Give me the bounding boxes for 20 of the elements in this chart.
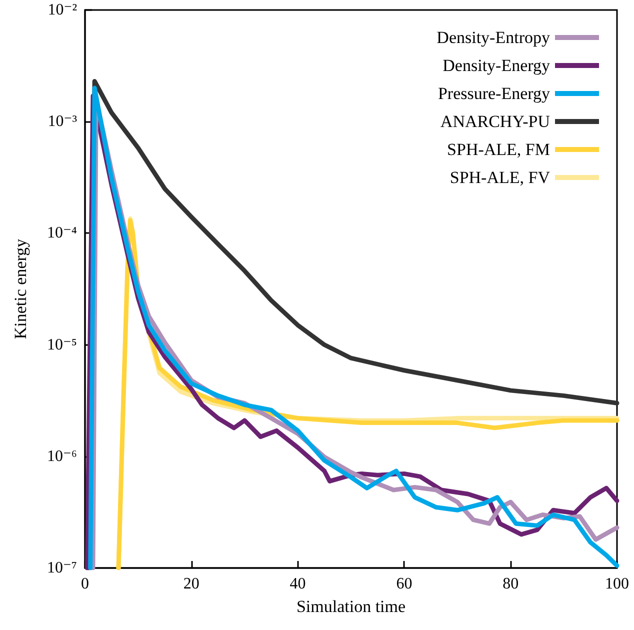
x-tick-label: 80 [502, 576, 519, 592]
legend-label: Pressure-Energy [438, 84, 550, 103]
x-tick-label: 100 [605, 576, 629, 592]
x-tick-label: 0 [81, 576, 89, 592]
legend-label: Density-Entropy [436, 28, 550, 47]
y-tick-label: 10⁻⁶ [46, 448, 77, 465]
x-tick-label: 20 [183, 576, 200, 592]
y-tick-label: 10⁻³ [48, 113, 78, 130]
legend-label: SPH-ALE, FV [450, 168, 551, 187]
y-tick-label: 10⁻⁷ [46, 560, 77, 576]
x-axis-title: Simulation time [296, 597, 406, 616]
legend-label: ANARCHY-PU [440, 112, 550, 131]
y-tick-label: 10⁻⁴ [46, 224, 78, 242]
y-axis-title: Kinetic energy [11, 238, 30, 340]
x-tick-label: 40 [290, 576, 306, 592]
legend-label: SPH-ALE, FM [447, 140, 550, 159]
legend-label: Density-Energy [442, 56, 550, 75]
y-tick-label: 10⁻⁵ [46, 336, 77, 354]
y-tick-label: 10⁻² [48, 2, 78, 18]
x-tick-label: 60 [396, 576, 412, 592]
